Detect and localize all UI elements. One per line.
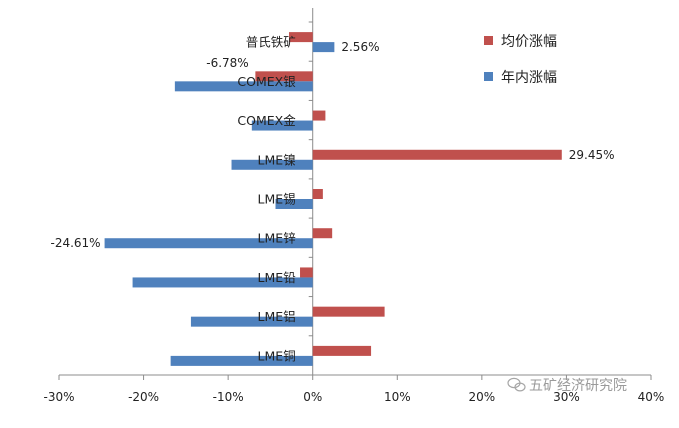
data-label: 2.56% [341, 40, 379, 54]
x-tick-label: -30% [43, 390, 74, 404]
bar [312, 345, 372, 356]
category-label: LME铜 [258, 348, 296, 363]
bar [104, 238, 313, 249]
x-tick-label: -10% [213, 390, 244, 404]
x-tick-label: -20% [128, 390, 159, 404]
bar [300, 267, 313, 278]
x-tick-label: 40% [638, 390, 665, 404]
category-label: LME铝 [258, 309, 296, 324]
bar [170, 355, 313, 366]
bar [289, 32, 313, 43]
wechat-icon [507, 377, 526, 392]
watermark-text: 五矿经济研究院 [529, 378, 627, 394]
data-label: -24.61% [50, 236, 100, 250]
legend-swatch [484, 72, 493, 81]
bar [312, 228, 333, 239]
bar [174, 81, 313, 92]
bar [275, 199, 313, 209]
category-label: COMEX金 [237, 113, 296, 128]
legend-label: 年内涨幅 [501, 70, 557, 86]
legend-swatch [484, 36, 493, 45]
category-label: LME锌 [258, 231, 296, 246]
bar [255, 71, 313, 82]
bar [132, 277, 313, 288]
category-label: LME镍 [258, 152, 296, 167]
bar [312, 306, 385, 317]
legend-label: 均价涨幅 [501, 34, 557, 50]
bar [312, 149, 562, 160]
x-tick-label: 30% [553, 390, 580, 404]
category-label: LME锡 [258, 192, 296, 207]
bar [312, 42, 335, 53]
category-label: COMEX银 [237, 74, 296, 89]
bar [231, 159, 313, 170]
bars-layer [104, 32, 562, 366]
bar [251, 120, 313, 131]
data-label: 29.45% [569, 148, 615, 162]
data-label: -6.78% [206, 56, 248, 70]
category-label: 普氏铁矿 [246, 35, 296, 50]
bar [312, 110, 326, 121]
axis-layer: -30% -20% -10% 0% 10% 20% 30% 40% [43, 8, 664, 404]
category-label: LME铅 [258, 270, 296, 285]
bar [190, 316, 313, 327]
watermark: 五矿经济研究院 [507, 377, 627, 394]
bar [312, 189, 323, 199]
x-tick-label: 0% [303, 390, 322, 404]
x-tick-label: 10% [384, 390, 411, 404]
labels-layer: 普氏铁矿 COMEX银 COMEX金 LME镍 LME锡 LME锌 LME铅 LME铝 LME铜… [50, 35, 614, 364]
x-tick-label: 20% [469, 390, 496, 404]
